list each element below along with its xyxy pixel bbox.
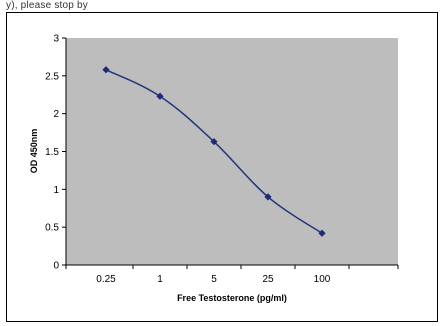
x-tick-label: 25 — [262, 274, 274, 285]
data-point-marker — [156, 92, 164, 100]
y-axis: 0 0.5 1 1.5 2 2.5 3 — [45, 34, 67, 272]
data-point-marker — [210, 138, 218, 146]
y-tick-label: 0 — [53, 261, 59, 272]
data-point-marker — [264, 193, 272, 201]
clipped-header-text: y), please stop by — [6, 0, 88, 11]
x-tick-label: 100 — [314, 274, 331, 285]
x-axis-title: Free Testosterone (pg/ml) — [177, 293, 287, 303]
data-point-marker — [318, 229, 326, 237]
y-tick-label: 2 — [53, 109, 59, 120]
x-tick-label: 0.25 — [96, 274, 116, 285]
y-tick-label: 1 — [53, 185, 59, 196]
y-tick-label: 0.5 — [45, 223, 59, 234]
y-tick-label: 1.5 — [45, 147, 59, 158]
y-axis-title: OD 450nm — [29, 129, 39, 174]
x-tick-label: 5 — [211, 274, 217, 285]
plot-area — [66, 38, 398, 265]
y-tick-label: 3 — [53, 34, 59, 45]
series-markers — [102, 66, 326, 237]
data-point-marker — [102, 66, 110, 74]
y-tick-label: 2.5 — [45, 71, 59, 82]
x-tick-label: 1 — [157, 274, 163, 285]
x-axis: 0.25 1 5 25 100 — [65, 264, 399, 285]
